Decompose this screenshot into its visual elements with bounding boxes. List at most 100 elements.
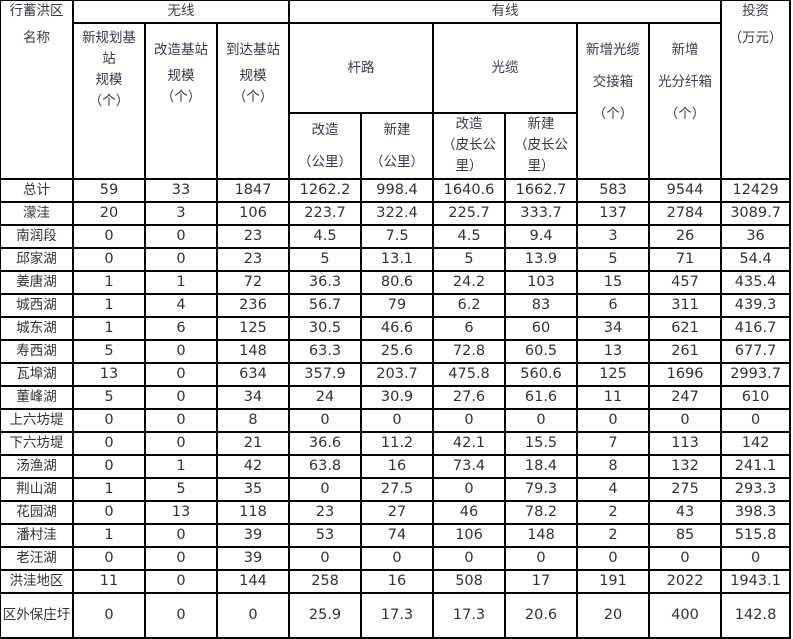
value-cell: 0 [144, 362, 218, 387]
wired-header: 有线 [288, 0, 723, 24]
value-cell: 83 [504, 293, 579, 318]
area-name-header: 行蓄洪区 名称 [0, 0, 74, 180]
value-cell: 560.6 [504, 362, 579, 387]
value-cell: 293.3 [720, 477, 792, 502]
value-cell: 508 [432, 569, 507, 594]
value-cell: 998.4 [360, 178, 435, 203]
value-cell: 27.5 [360, 477, 435, 502]
value-cell: 4 [576, 477, 651, 502]
value-cell: 457 [648, 270, 723, 295]
value-cell: 1640.6 [432, 178, 507, 203]
value-cell: 1 [72, 316, 146, 341]
value-cell: 11 [576, 385, 651, 410]
value-cell: 59 [72, 178, 146, 203]
value-cell: 144 [215, 569, 291, 594]
value-cell: 0 [720, 408, 792, 433]
value-cell: 634 [215, 362, 291, 387]
area-name-cell: 荆山湖 [0, 477, 74, 502]
value-cell: 0 [72, 454, 146, 479]
value-cell: 4.5 [432, 224, 507, 249]
value-cell: 79.3 [504, 477, 579, 502]
value-cell: 63.3 [288, 339, 363, 364]
value-cell: 125 [576, 362, 651, 387]
value-cell: 4.5 [288, 224, 363, 249]
value-cell: 439.3 [720, 293, 792, 318]
area-name-cell: 下六坊堤 [0, 431, 74, 456]
table-row: 潘村洼 1 0 39 53 74 106 148 2 85 515.8 [0, 523, 792, 548]
value-cell: 60 [504, 316, 579, 341]
value-cell: 0 [288, 408, 363, 433]
table-row: 上六坊堤 0 0 8 0 0 0 0 0 0 0 [0, 408, 792, 433]
value-cell: 23 [288, 500, 363, 525]
value-cell: 46.6 [360, 316, 435, 341]
value-cell: 15 [576, 270, 651, 295]
value-cell: 0 [288, 477, 363, 502]
value-cell: 0 [72, 408, 146, 433]
value-cell: 5 [72, 339, 146, 364]
value-cell: 416.7 [720, 316, 792, 341]
table-row: 城西湖 1 4 236 56.7 79 6.2 83 6 311 439.3 [0, 293, 792, 318]
value-cell: 11 [72, 569, 146, 594]
table-row: 董峰湖 5 0 34 24 30.9 27.6 61.6 11 247 610 [0, 385, 792, 410]
value-cell: 0 [144, 546, 218, 571]
value-cell: 17 [504, 569, 579, 594]
table-row: 寿西湖 5 0 148 63.3 25.6 72.8 60.5 13 261 677.7 [0, 339, 792, 364]
value-cell: 3 [576, 224, 651, 249]
value-cell: 142 [720, 431, 792, 456]
value-cell: 2 [576, 523, 651, 548]
value-cell: 1262.2 [288, 178, 363, 203]
value-cell: 118 [215, 500, 291, 525]
value-cell: 0 [215, 592, 291, 639]
value-cell: 16 [360, 454, 435, 479]
table-row: 濛洼 20 3 106 223.7 322.4 225.7 333.7 137 2784 3089.… [0, 201, 792, 226]
value-cell: 79 [360, 293, 435, 318]
value-cell: 236 [215, 293, 291, 318]
value-cell: 2993.7 [720, 362, 792, 387]
value-cell: 333.7 [504, 201, 579, 226]
value-cell: 311 [648, 293, 723, 318]
value-cell: 25.6 [360, 339, 435, 364]
value-cell: 36.3 [288, 270, 363, 295]
value-cell: 24 [288, 385, 363, 410]
value-cell: 0 [72, 592, 146, 639]
value-cell: 0 [432, 546, 507, 571]
value-cell: 18.4 [504, 454, 579, 479]
value-cell: 6 [576, 293, 651, 318]
table-row: 下六坊堤 0 0 21 36.6 11.2 42.1 15.5 7 113 142 [0, 431, 792, 456]
value-cell: 0 [576, 546, 651, 571]
value-cell: 5 [432, 247, 507, 272]
value-cell: 0 [504, 546, 579, 571]
value-cell: 0 [720, 546, 792, 571]
cable-new-header: 新建 （皮长公里） [504, 112, 579, 180]
value-cell: 148 [504, 523, 579, 548]
value-cell: 35 [215, 477, 291, 502]
value-cell: 12429 [720, 178, 792, 203]
table-row: 花园湖 0 13 118 23 27 46 78.2 2 43 398.3 [0, 500, 792, 525]
value-cell: 241.1 [720, 454, 792, 479]
value-cell: 103 [504, 270, 579, 295]
value-cell: 53 [288, 523, 363, 548]
value-cell: 11.2 [360, 431, 435, 456]
area-name-cell: 城东湖 [0, 316, 74, 341]
value-cell: 5 [576, 247, 651, 272]
value-cell: 8 [215, 408, 291, 433]
value-cell: 247 [648, 385, 723, 410]
value-cell: 78.2 [504, 500, 579, 525]
value-cell: 435.4 [720, 270, 792, 295]
value-cell: 6 [144, 316, 218, 341]
value-cell: 43 [648, 500, 723, 525]
value-cell: 7 [576, 431, 651, 456]
value-cell: 1 [72, 477, 146, 502]
value-cell: 0 [360, 546, 435, 571]
table-row: 瓦埠湖 13 0 634 357.9 203.7 475.8 560.6 125 1696 2993… [0, 362, 792, 387]
value-cell: 1 [72, 293, 146, 318]
value-cell: 13 [576, 339, 651, 364]
value-cell: 33 [144, 178, 218, 203]
value-cell: 24.2 [432, 270, 507, 295]
table-row: 老汪湖 0 0 39 0 0 0 0 0 0 0 [0, 546, 792, 571]
value-cell: 191 [576, 569, 651, 594]
table-row: 荆山湖 1 5 35 0 27.5 0 79.3 4 275 293.3 [0, 477, 792, 502]
value-cell: 225.7 [432, 201, 507, 226]
value-cell: 8 [576, 454, 651, 479]
value-cell: 9.4 [504, 224, 579, 249]
